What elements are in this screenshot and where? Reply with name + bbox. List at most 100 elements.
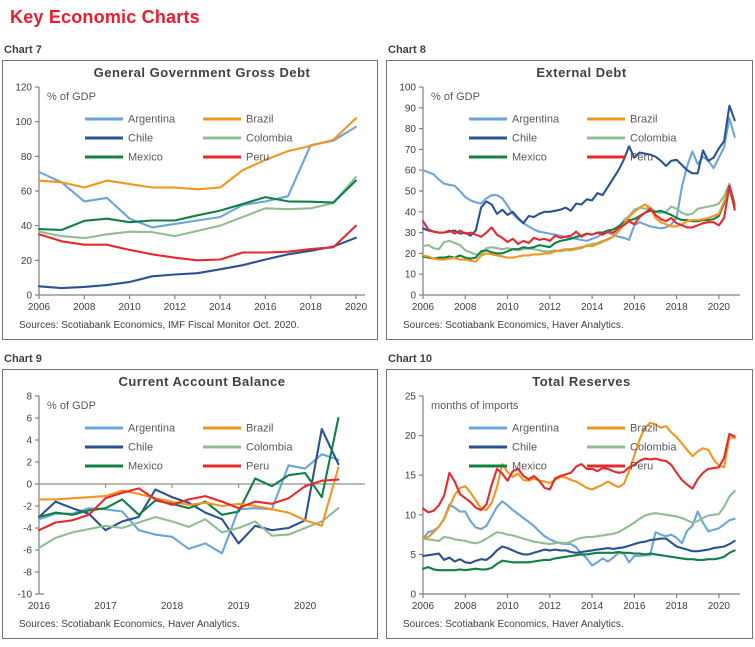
- chart-10-line-chile: [421, 537, 736, 565]
- chart-9-y-tick-label: -2: [23, 502, 32, 513]
- chart-9-y-tick-label: -4: [23, 524, 32, 535]
- chart-8-x-tick-label: 2010: [496, 302, 519, 313]
- chart-9-x-tick-label: 2017: [94, 601, 117, 612]
- chart-10-y-tick-label: 20: [405, 431, 417, 442]
- chart-7-line-colombia: [37, 176, 357, 240]
- chart-8-x-tick-label: 2012: [539, 302, 562, 313]
- chart-7-x-tick-label: 2020: [345, 302, 368, 313]
- chart-8-block: Chart 8 External Debt 0 10 20 30 40 50 60 70 80 90…: [386, 42, 753, 340]
- chart-7-line-chile: [37, 236, 357, 290]
- chart-7-x-tick-label: 2016: [254, 302, 277, 313]
- chart-7-x-tick-label: 2018: [300, 302, 323, 313]
- chart-10-legend-label-chile: Chile: [512, 442, 537, 454]
- chart-10-y-tick-label: 5: [410, 550, 416, 561]
- chart-7-legend-label-mexico: Mexico: [128, 152, 163, 164]
- chart-8-y-tick-label: 60: [405, 166, 417, 177]
- chart-10-block: Chart 10 Total Reserves 0 5 10 15 20 25 2006 200…: [386, 351, 753, 639]
- chart-7-y-tick-label: 120: [15, 83, 32, 94]
- chart-8-legend-label-colombia: Colombia: [630, 133, 677, 145]
- chart-9-block: Chart 9 Current Account Balance -10 -8 -6 -4…: [2, 351, 378, 639]
- chart-8-legend-label-brazil: Brazil: [630, 114, 658, 126]
- chart-10-legend-label-mexico: Mexico: [512, 461, 547, 473]
- chart-10-legend-label-peru: Peru: [630, 461, 653, 473]
- chart-9-legend-label-colombia: Colombia: [246, 442, 293, 454]
- chart-10-x-tick-label: 2010: [496, 601, 519, 612]
- chart-7-line-peru: [37, 224, 357, 262]
- chart-9-y-tick-label: -8: [23, 568, 32, 579]
- chart-8-x-tick-label: 2014: [581, 302, 604, 313]
- chart-7-line-argentina: [37, 125, 357, 229]
- chart-9-y-tick-label: 0: [26, 480, 32, 491]
- chart-7-y-tick-label: 80: [21, 152, 33, 163]
- chart-8-label: Chart 8: [388, 44, 426, 56]
- chart-9-unit-label: % of GDP: [47, 400, 96, 412]
- chart-8-line-colombia: [421, 182, 736, 256]
- chart-10-unit-label: months of imports: [431, 400, 519, 412]
- chart-8-x-tick-label: 2008: [454, 302, 477, 313]
- chart-7-panel: General Government Gross Debt 0 20 40 60 80 10…: [2, 60, 378, 340]
- chart-7-source: Sources: Scotiabank Economics, IMF Fisca…: [19, 320, 299, 331]
- chart-7-legend-label-peru: Peru: [246, 152, 269, 164]
- chart-10-legend-label-brazil: Brazil: [630, 423, 658, 435]
- chart-7-y-tick-label: 100: [15, 117, 32, 128]
- chart-7-legend-label-colombia: Colombia: [246, 133, 293, 145]
- chart-8-y-tick-label: 90: [405, 103, 417, 114]
- chart-10-x-tick-label: 2008: [454, 601, 477, 612]
- chart-9-canvas: Current Account Balance -10 -8 -6 -4 -2 0 2 4 6 8 2…: [18, 374, 365, 630]
- chart-8-legend-label-peru: Peru: [630, 152, 653, 164]
- chart-9-x-tick-label: 2019: [227, 601, 250, 612]
- chart-8-canvas: External Debt 0 10 20 30 40 50 60 70 80 90 100 2006 2…: [399, 65, 740, 331]
- chart-7-y-tick-label: 0: [26, 291, 32, 302]
- chart-10-x-tick-label: 2012: [539, 601, 562, 612]
- chart-10-line-colombia: [421, 489, 736, 546]
- chart-7-y-tick-label: 60: [21, 187, 33, 198]
- charts-grid: Chart 7 General Government Gross Debt 0 20…: [2, 42, 753, 639]
- chart-9-line-brazil: [37, 466, 340, 527]
- chart-9-y-tick-label: 2: [26, 458, 32, 469]
- chart-10-legend-label-colombia: Colombia: [630, 442, 677, 454]
- chart-7-x-tick-label: 2008: [73, 302, 96, 313]
- chart-8-y-tick-label: 20: [405, 249, 417, 260]
- chart-7-y-tick-label: 20: [21, 256, 33, 267]
- chart-7-block: Chart 7 General Government Gross Debt 0 20…: [2, 42, 378, 340]
- chart-8-y-tick-label: 0: [410, 291, 416, 302]
- chart-7-line-brazil: [37, 117, 357, 191]
- chart-9-x-tick-label: 2016: [28, 601, 51, 612]
- chart-9-legend-label-brazil: Brazil: [246, 423, 274, 435]
- chart-8-y-tick-label: 100: [399, 83, 416, 94]
- chart-8-y-tick-label: 70: [405, 145, 417, 156]
- chart-7-legend-label-brazil: Brazil: [246, 114, 274, 126]
- chart-9-line-mexico: [37, 416, 340, 519]
- chart-8-line-mexico: [421, 184, 736, 260]
- chart-7-legend-label-chile: Chile: [128, 133, 153, 145]
- chart-8-x-tick-label: 2006: [412, 302, 435, 313]
- chart-7-title: General Government Gross Debt: [94, 65, 311, 80]
- chart-10-line-peru: [421, 432, 736, 514]
- chart-7-canvas: General Government Gross Debt 0 20 40 60 80 10…: [15, 65, 368, 331]
- chart-8-source: Sources: Scotiabank Economics, Haver Ana…: [403, 320, 624, 331]
- chart-8-legend-label-chile: Chile: [512, 133, 537, 145]
- chart-10-x-tick-label: 2014: [581, 601, 604, 612]
- chart-10-legend-label-argentina: Argentina: [512, 423, 560, 435]
- chart-7-x-tick-label: 2006: [28, 302, 51, 313]
- chart-9-label: Chart 9: [4, 353, 42, 365]
- chart-8-y-tick-label: 50: [405, 187, 417, 198]
- chart-10-y-tick-label: 10: [405, 510, 417, 521]
- chart-8-line-brazil: [421, 187, 736, 263]
- chart-10-label: Chart 10: [388, 353, 433, 365]
- chart-7-x-tick-label: 2012: [164, 302, 187, 313]
- chart-7-unit-label: % of GDP: [47, 91, 96, 103]
- chart-8-legend-label-argentina: Argentina: [512, 114, 560, 126]
- chart-9-y-tick-label: -10: [18, 590, 33, 601]
- chart-8-y-tick-label: 10: [405, 270, 417, 281]
- chart-9-x-tick-label: 2020: [294, 601, 317, 612]
- chart-9-y-tick-label: 8: [26, 392, 32, 403]
- chart-8-line-argentina: [421, 117, 736, 242]
- chart-9-y-tick-label: -6: [23, 546, 32, 557]
- chart-8-y-tick-label: 30: [405, 228, 417, 239]
- chart-10-x-tick-label: 2006: [412, 601, 435, 612]
- chart-8-y-tick-label: 40: [405, 207, 417, 218]
- chart-9-source: Sources: Scotiabank Economics, Haver Ana…: [19, 619, 240, 630]
- chart-8-title: External Debt: [536, 65, 626, 80]
- chart-9-line-peru: [37, 478, 340, 532]
